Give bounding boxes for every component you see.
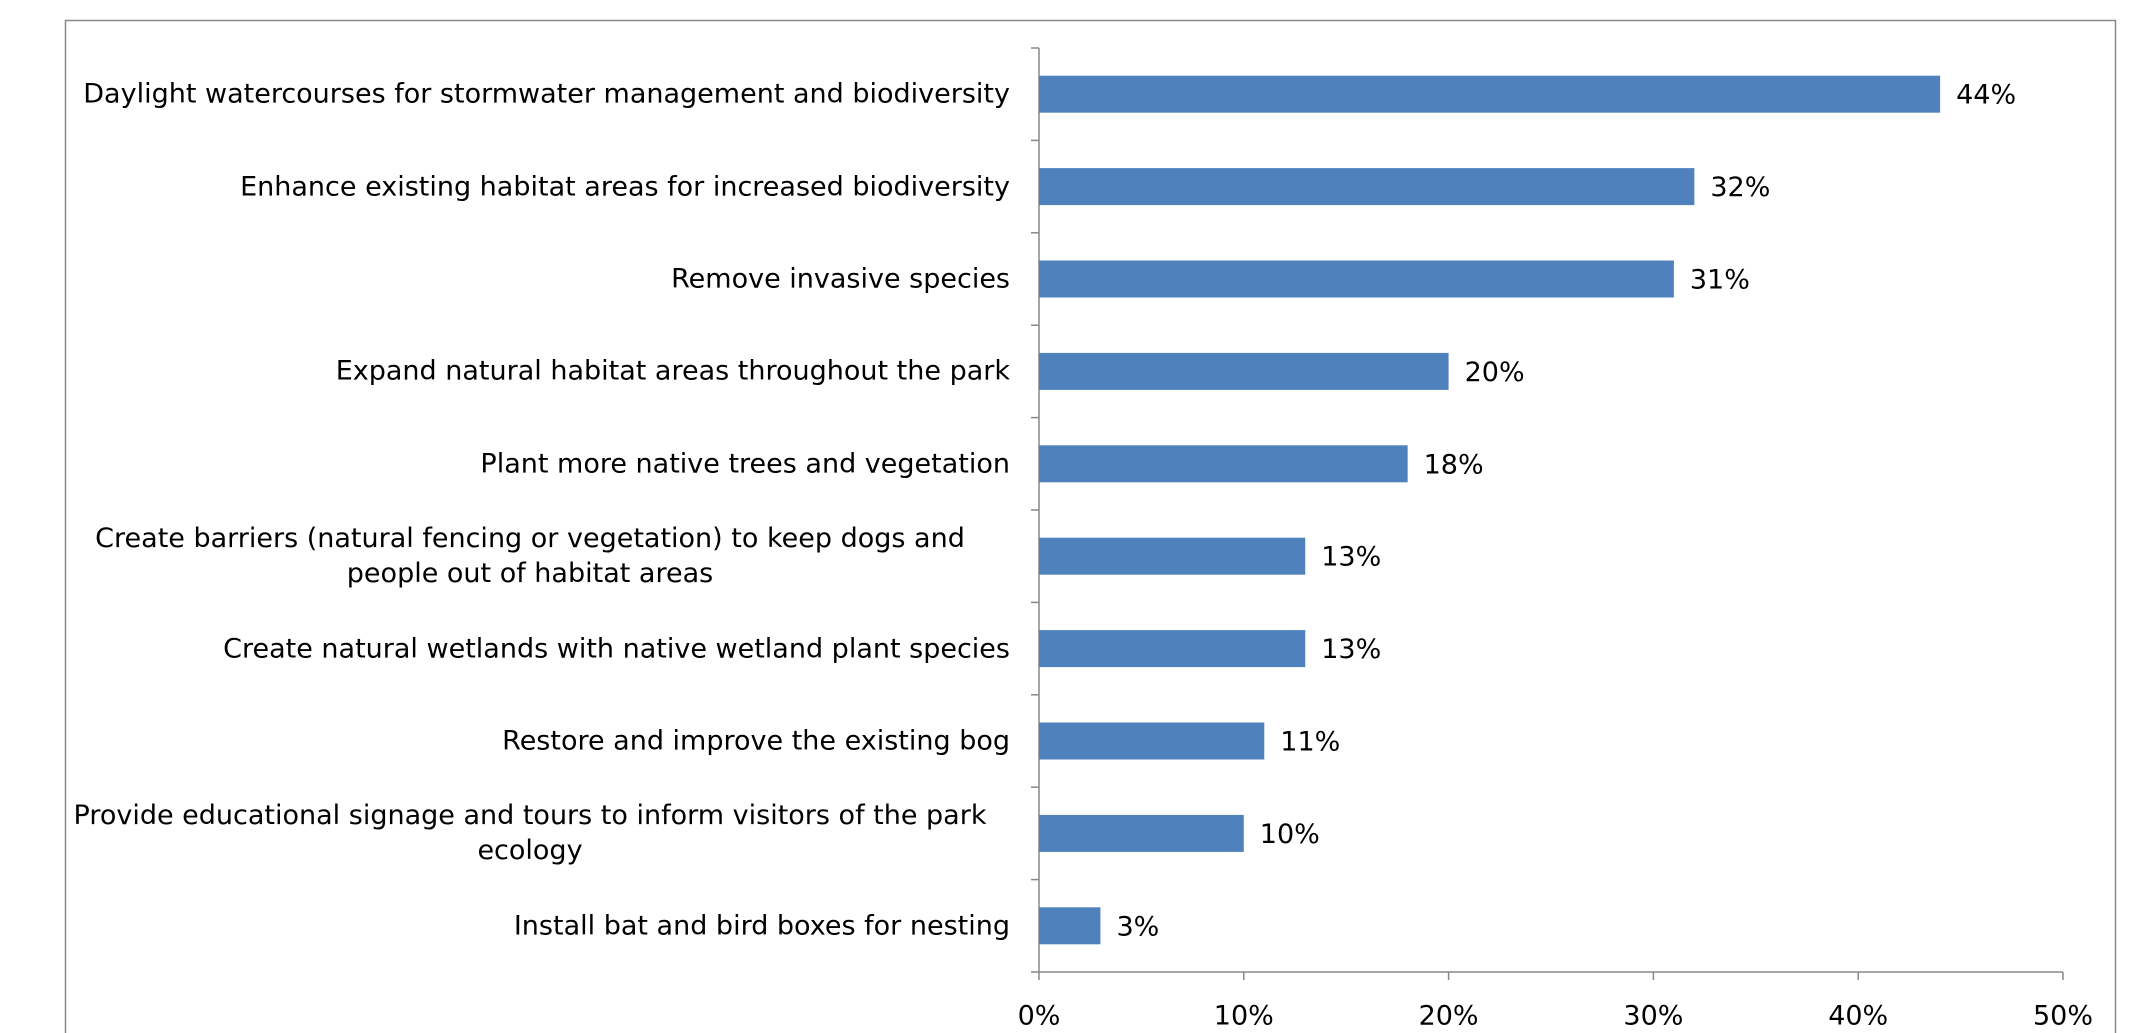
x-tick-label: 0% [1018,1001,1061,1032]
data-label: 44% [1956,80,2016,111]
category-label: Plant more native trees and vegetation [480,448,1010,480]
chart-border [64,19,2117,1033]
x-tick-label: 50% [2033,1001,2093,1032]
x-tick-label: 20% [1419,1001,1479,1032]
category-label-box: Enhance existing habitat areas for incre… [50,169,1010,204]
bar [1039,907,1101,945]
category-label-box: Plant more native trees and vegetation [50,446,1010,481]
data-label: 11% [1280,727,1340,758]
category-label-box: Restore and improve the existing bog [50,724,1010,759]
data-label: 3% [1116,911,1159,942]
bar [1039,260,1674,298]
data-label: 10% [1260,819,1320,850]
x-tick-label: 40% [1828,1001,1888,1032]
bar [1039,537,1306,575]
category-label: Create barriers (natural fencing or vege… [95,523,965,590]
category-label-box: Create barriers (natural fencing or vege… [50,521,1010,591]
data-label: 31% [1690,265,1750,296]
bar [1039,75,1941,113]
x-tick-label: 10% [1214,1001,1274,1032]
bar [1039,630,1306,668]
x-tick-label: 30% [1623,1001,1683,1032]
bar [1039,445,1408,483]
category-label: Remove invasive species [671,263,1010,295]
category-label-box: Create natural wetlands with native wetl… [50,631,1010,666]
data-label: 32% [1710,172,1770,203]
category-label-box: Daylight watercourses for stormwater man… [50,77,1010,112]
category-label: Restore and improve the existing bog [502,725,1010,757]
data-label: 18% [1424,449,1484,480]
category-label-box: Install bat and bird boxes for nesting [50,908,1010,943]
category-label: Expand natural habitat areas throughout … [335,355,1010,387]
category-label: Create natural wetlands with native wetl… [223,633,1010,665]
category-label: Provide educational signage and tours to… [73,800,987,867]
data-label: 13% [1321,542,1381,573]
category-label-box: Remove invasive species [50,262,1010,297]
data-label: 13% [1321,634,1381,665]
data-label: 20% [1465,357,1525,388]
category-label: Install bat and bird boxes for nesting [513,910,1010,942]
bar [1039,814,1244,852]
category-label-box: Provide educational signage and tours to… [50,798,1010,868]
bar [1039,168,1695,206]
bar [1039,722,1265,760]
category-label: Enhance existing habitat areas for incre… [240,171,1010,203]
bar [1039,352,1449,390]
category-label: Daylight watercourses for stormwater man… [83,78,1010,110]
category-label-box: Expand natural habitat areas throughout … [50,354,1010,389]
